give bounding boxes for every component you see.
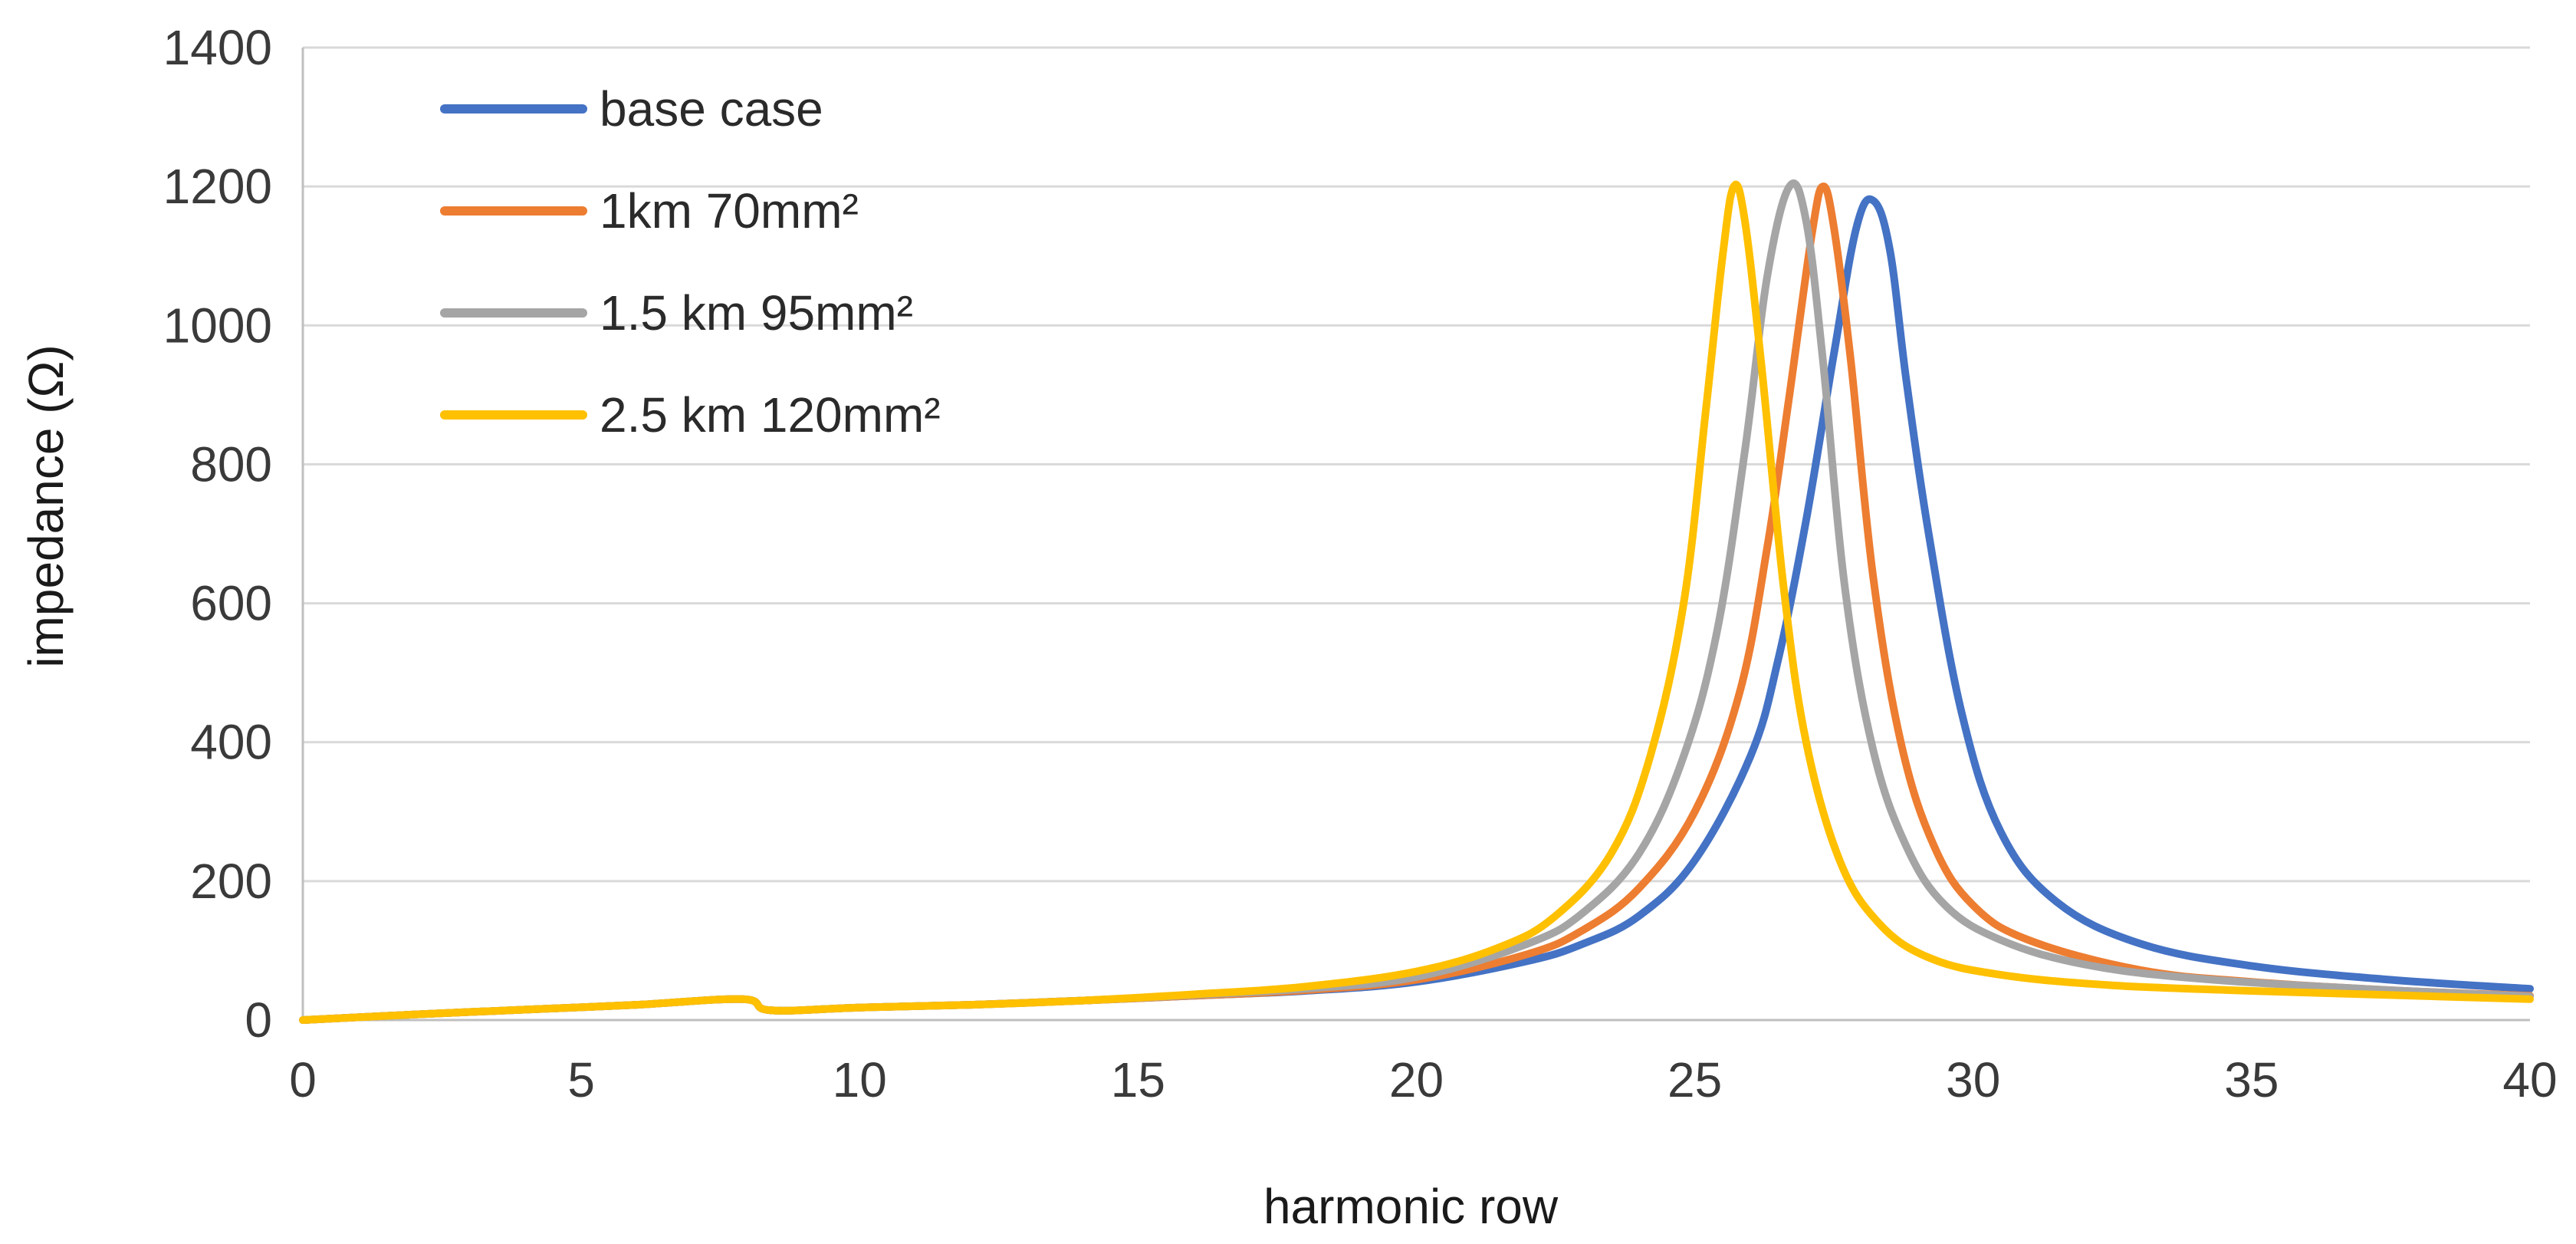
x-tick-label: 0 xyxy=(289,1052,317,1107)
series-lines xyxy=(299,179,2534,1024)
legend: base case 1km 70mm² 1.5 km 95mm² 2.5 km 120… xyxy=(440,81,941,443)
y-tick-label: 0 xyxy=(245,992,272,1048)
y-tick-label: 1200 xyxy=(163,159,272,214)
x-tick-label: 30 xyxy=(1946,1052,2000,1107)
grid-lines xyxy=(303,46,2530,883)
x-axis-title: harmonic row xyxy=(1263,1179,1559,1234)
x-tick-label: 15 xyxy=(1111,1052,1165,1107)
x-tick-label: 35 xyxy=(2224,1052,2279,1107)
x-tick-label: 20 xyxy=(1389,1052,1444,1107)
x-tick-label: 5 xyxy=(567,1052,595,1107)
legend-label: 1km 70mm² xyxy=(600,183,859,239)
y-tick-label: 1000 xyxy=(163,298,272,353)
y-tick-label: 1400 xyxy=(163,20,272,75)
legend-label: base case xyxy=(600,81,823,137)
axes: 0 200 400 600 800 1000 1200 1400 0 5 10 15 20 25 30 35 4… xyxy=(163,20,2558,1107)
legend-label: 2.5 km 120mm² xyxy=(600,387,941,443)
legend-label: 1.5 km 95mm² xyxy=(600,285,913,341)
x-tick-label: 25 xyxy=(1668,1052,1722,1107)
x-tick-label: 10 xyxy=(833,1052,887,1107)
x-tick-label: 40 xyxy=(2502,1052,2557,1107)
y-tick-label: 800 xyxy=(190,436,272,492)
y-axis-title: impedance (Ω) xyxy=(18,344,74,667)
y-tick-label: 600 xyxy=(190,576,272,631)
y-tick-label: 400 xyxy=(190,715,272,770)
series-line-4 xyxy=(299,180,2534,1024)
y-tick-label: 200 xyxy=(190,854,272,909)
